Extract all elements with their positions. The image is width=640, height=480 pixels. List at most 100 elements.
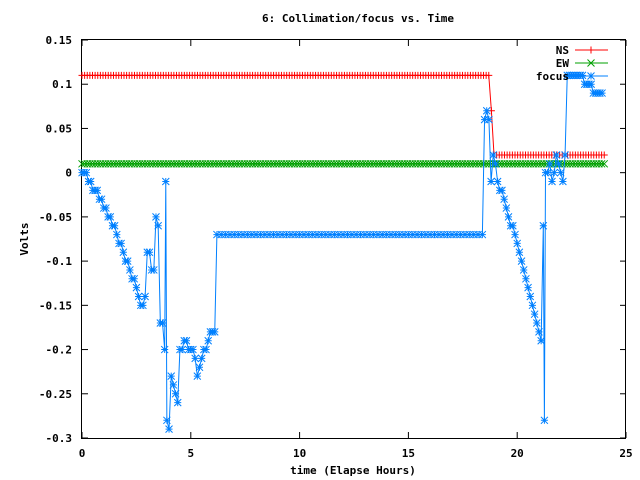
data-point-focus bbox=[204, 336, 213, 345]
data-point-focus bbox=[465, 230, 474, 239]
series-ns bbox=[78, 71, 608, 159]
data-point-focus bbox=[478, 230, 487, 239]
data-point-focus bbox=[210, 328, 219, 336]
data-point-focus bbox=[304, 230, 313, 239]
data-point-focus bbox=[487, 177, 495, 186]
data-point-focus bbox=[491, 159, 500, 168]
data-point-focus bbox=[365, 230, 374, 239]
data-point-focus bbox=[149, 266, 158, 274]
data-point-focus bbox=[435, 230, 443, 239]
y-tick-label: -0.05 bbox=[39, 211, 72, 224]
data-point-focus bbox=[141, 292, 149, 301]
data-point-focus bbox=[515, 248, 524, 257]
data-point-focus bbox=[161, 177, 170, 186]
data-point-ns bbox=[600, 151, 608, 159]
data-point-focus bbox=[252, 230, 260, 239]
data-point-focus bbox=[173, 398, 182, 407]
data-point-focus bbox=[117, 239, 126, 248]
data-point-focus bbox=[598, 89, 606, 97]
data-point-focus bbox=[548, 177, 556, 186]
data-point-focus bbox=[382, 230, 391, 239]
data-point-focus bbox=[217, 230, 226, 239]
data-point-focus bbox=[522, 274, 530, 283]
data-point-focus bbox=[189, 345, 197, 354]
data-point-focus bbox=[130, 274, 139, 283]
data-point-focus bbox=[165, 425, 173, 434]
legend-marker-ns bbox=[587, 46, 595, 54]
legend-marker-focus bbox=[587, 72, 595, 80]
y-tick-label: 0 bbox=[65, 167, 72, 180]
data-point-focus bbox=[343, 230, 352, 239]
x-tick-label: 5 bbox=[187, 447, 194, 460]
data-point-focus bbox=[448, 230, 456, 239]
series-ew bbox=[78, 159, 609, 168]
data-point-focus bbox=[426, 230, 435, 239]
data-point-focus bbox=[526, 292, 535, 301]
data-point-focus bbox=[191, 354, 200, 363]
legend-marker-ew bbox=[587, 59, 595, 67]
data-point-focus bbox=[234, 230, 243, 239]
data-point-focus bbox=[378, 230, 387, 239]
y-tick-label: 0.1 bbox=[52, 78, 72, 91]
series-line-ns bbox=[82, 74, 605, 156]
data-point-focus bbox=[278, 230, 287, 239]
data-point-focus bbox=[178, 345, 186, 354]
data-point-focus bbox=[461, 230, 469, 239]
data-point-focus bbox=[82, 168, 91, 177]
data-point-focus bbox=[493, 177, 502, 186]
legend-label-ns: NS bbox=[556, 44, 569, 57]
data-point-focus bbox=[300, 230, 308, 239]
data-point-focus bbox=[456, 230, 465, 239]
data-point-focus bbox=[387, 230, 395, 239]
axis-ticks: 0 5 10 15 20 25 0.15 0.1 0.05 0 -0.05 -0.1 -0.15 -0.2… bbox=[39, 34, 633, 460]
data-point-focus bbox=[480, 115, 489, 124]
data-point-focus bbox=[154, 221, 163, 230]
data-point-focus bbox=[247, 230, 256, 239]
data-point-focus bbox=[317, 230, 326, 239]
data-point-focus bbox=[152, 213, 160, 221]
data-point-focus bbox=[508, 221, 517, 230]
data-point-focus bbox=[554, 159, 563, 168]
data-point-focus bbox=[552, 151, 561, 159]
data-point-focus bbox=[400, 230, 408, 239]
y-axis-title: Volts bbox=[18, 222, 31, 255]
data-point-focus bbox=[369, 230, 378, 239]
data-point-focus bbox=[326, 230, 334, 239]
data-point-focus bbox=[202, 345, 210, 354]
y-tick-label: -0.2 bbox=[46, 344, 73, 357]
data-point-focus bbox=[559, 177, 567, 186]
data-point-focus bbox=[171, 389, 180, 398]
data-point-focus bbox=[421, 230, 430, 239]
data-point-focus bbox=[539, 221, 548, 230]
data-point-focus bbox=[489, 151, 498, 159]
data-point-focus bbox=[269, 230, 278, 239]
data-point-focus bbox=[239, 230, 247, 239]
data-point-focus bbox=[347, 230, 356, 239]
data-point-focus bbox=[197, 354, 206, 363]
data-point-focus bbox=[587, 80, 596, 89]
data-point-focus bbox=[182, 336, 191, 345]
data-point-focus bbox=[430, 230, 439, 239]
data-point-focus bbox=[474, 230, 482, 239]
x-tick-label: 20 bbox=[511, 447, 524, 460]
data-point-focus bbox=[339, 230, 347, 239]
data-point-focus bbox=[498, 186, 506, 195]
data-point-focus bbox=[313, 230, 321, 239]
data-point-focus bbox=[485, 115, 493, 124]
data-point-focus bbox=[102, 204, 110, 212]
legend-label-ew: EW bbox=[556, 57, 570, 70]
data-point-focus bbox=[561, 151, 569, 159]
data-point-focus bbox=[482, 106, 491, 115]
data-point-focus bbox=[469, 230, 478, 239]
x-tick-label: 10 bbox=[293, 447, 306, 460]
data-point-focus bbox=[167, 372, 176, 380]
data-point-ew bbox=[600, 159, 609, 168]
data-point-focus bbox=[132, 283, 141, 292]
legend-label-focus: focus bbox=[536, 70, 569, 83]
data-point-focus bbox=[221, 230, 230, 239]
data-point-focus bbox=[374, 230, 382, 239]
data-point-focus bbox=[123, 257, 132, 265]
data-point-focus bbox=[158, 319, 167, 327]
